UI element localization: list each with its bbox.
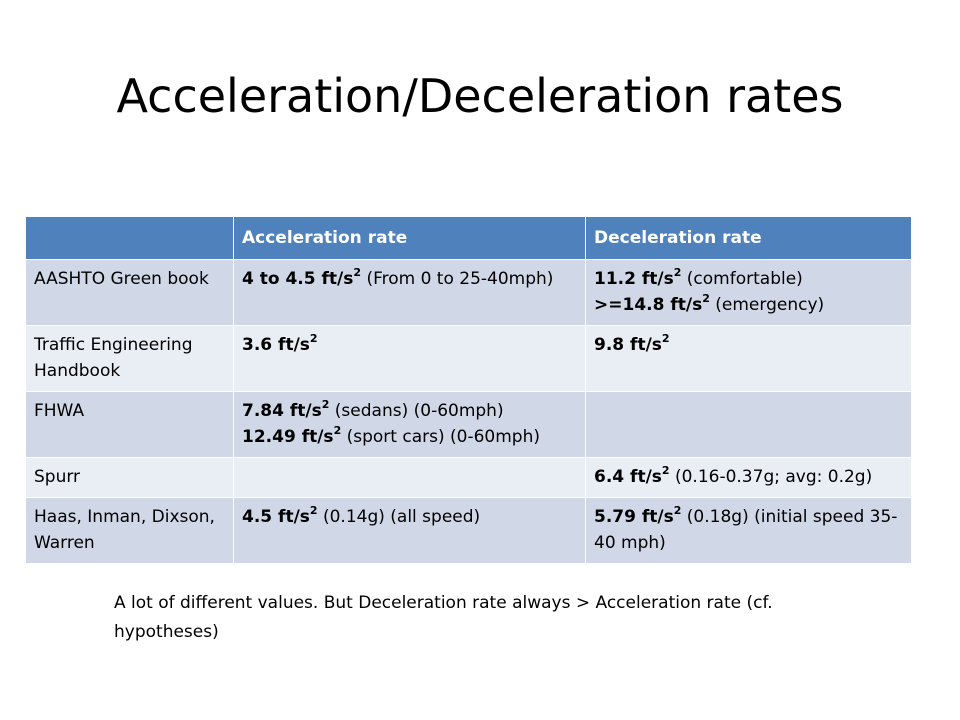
value: 5.79 xyxy=(594,507,636,527)
detail: (0.18g) (initial speed 35-40 mph) xyxy=(594,507,898,553)
rates-table: Acceleration rate Deceleration rate AASH… xyxy=(25,216,912,564)
acceleration-cell: 7.84 ft/s2 (sedans) (0-60mph) 12.49 ft/s… xyxy=(233,391,586,458)
deceleration-cell: 5.79 ft/s2 (0.18g) (initial speed 35-40 … xyxy=(585,497,912,564)
table-row: AASHTO Green book 4 to 4.5 ft/s2 (From 0… xyxy=(25,259,912,326)
detail: (comfortable) xyxy=(686,269,803,289)
header-acceleration-rate: Acceleration rate xyxy=(233,216,586,260)
table-header-row: Acceleration rate Deceleration rate xyxy=(25,216,912,260)
unit: ft/s xyxy=(641,507,674,527)
header-source xyxy=(25,216,234,260)
acceleration-cell: 4.5 ft/s2 (0.14g) (all speed) xyxy=(233,497,586,564)
value: 6.4 xyxy=(594,467,625,487)
unit: ft/s xyxy=(278,507,310,527)
detail: (0.14g) (all speed) xyxy=(322,507,481,527)
unit: ft/s xyxy=(301,427,334,447)
source-cell: AASHTO Green book xyxy=(25,259,234,326)
deceleration-cell: 6.4 ft/s2 (0.16-0.37g; avg: 0.2g) xyxy=(585,457,912,498)
source-cell: Spurr xyxy=(25,457,234,498)
value: 11.2 xyxy=(594,269,636,289)
value: 12.49 xyxy=(242,427,296,447)
table-row: Traffic Engineering Handbook 3.6 ft/s2 9… xyxy=(25,325,912,392)
acceleration-cell xyxy=(233,457,586,498)
detail: (emergency) xyxy=(715,295,825,315)
unit-exponent: 2 xyxy=(661,464,670,478)
footnote: A lot of different values. But Decelerat… xyxy=(114,593,773,642)
detail: (sport cars) (0-60mph) xyxy=(346,427,540,447)
table-row: Haas, Inman, Dixson, Warren 4.5 ft/s2 (0… xyxy=(25,497,912,564)
source-cell: Traffic Engineering Handbook xyxy=(25,325,234,392)
deceleration-cell xyxy=(585,391,912,458)
table-row: FHWA 7.84 ft/s2 (sedans) (0-60mph) 12.49… xyxy=(25,391,912,458)
acceleration-cell: 3.6 ft/s2 xyxy=(233,325,586,392)
unit-exponent: 2 xyxy=(661,332,670,346)
unit-exponent: 2 xyxy=(673,266,682,280)
unit-exponent: 2 xyxy=(673,504,682,518)
value: >=14.8 xyxy=(594,295,665,315)
header-deceleration-rate: Deceleration rate xyxy=(585,216,912,260)
deceleration-cell: 11.2 ft/s2 (comfortable) >=14.8 ft/s2 (e… xyxy=(585,259,912,326)
unit: ft/s xyxy=(321,269,354,289)
unit: ft/s xyxy=(670,295,703,315)
unit-exponent: 2 xyxy=(353,266,362,280)
unit: ft/s xyxy=(289,401,322,421)
value: 3.6 xyxy=(242,335,273,355)
slide-title: Acceleration/Deceleration rates xyxy=(116,69,844,123)
unit: ft/s xyxy=(630,335,662,355)
acceleration-cell: 4 to 4.5 ft/s2 (From 0 to 25-40mph) xyxy=(233,259,586,326)
detail: (From 0 to 25-40mph) xyxy=(366,269,554,289)
unit: ft/s xyxy=(630,467,662,487)
detail: (sedans) (0-60mph) xyxy=(334,401,504,421)
unit-exponent: 2 xyxy=(309,332,318,346)
source-cell: FHWA xyxy=(25,391,234,458)
deceleration-cell: 9.8 ft/s2 xyxy=(585,325,912,392)
unit-exponent: 2 xyxy=(702,292,710,306)
unit-exponent: 2 xyxy=(309,504,318,518)
unit: ft/s xyxy=(641,269,674,289)
value: 4 to 4.5 xyxy=(242,269,316,289)
source-cell: Haas, Inman, Dixson, Warren xyxy=(25,497,234,564)
unit: ft/s xyxy=(278,335,310,355)
table-row: Spurr 6.4 ft/s2 (0.16-0.37g; avg: 0.2g) xyxy=(25,457,912,498)
value: 7.84 xyxy=(242,401,284,421)
detail: (0.16-0.37g; avg: 0.2g) xyxy=(674,467,873,487)
value: 9.8 xyxy=(594,335,625,355)
value: 4.5 xyxy=(242,507,273,527)
unit-exponent: 2 xyxy=(321,398,330,412)
unit-exponent: 2 xyxy=(333,424,342,438)
